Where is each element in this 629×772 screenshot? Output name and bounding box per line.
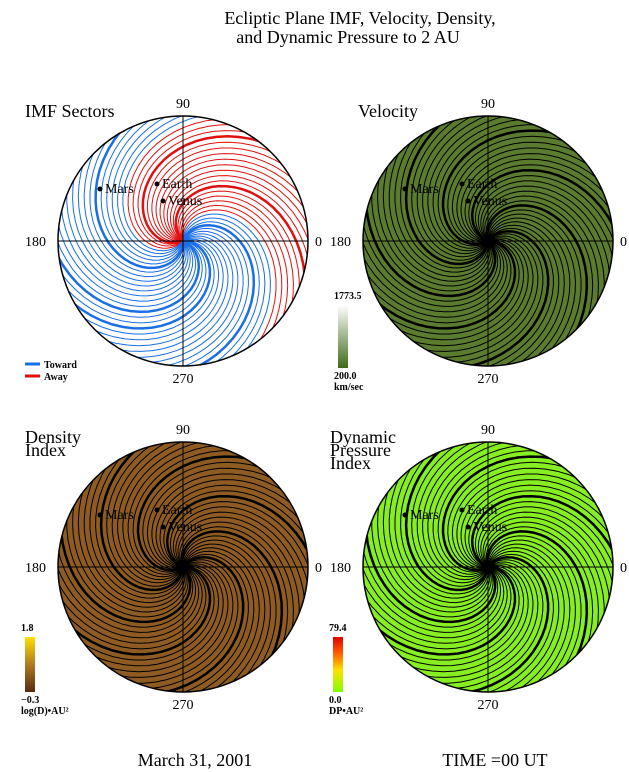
colorbar-min: 200.0 xyxy=(334,371,357,382)
planet-label: Venus xyxy=(168,520,202,535)
legend-label: Away xyxy=(44,372,68,383)
footer-time: TIME =00 UT xyxy=(442,750,547,770)
colorbar-unit: DP•AU² xyxy=(329,706,363,717)
planet-dot xyxy=(98,187,103,192)
panel-title: Index xyxy=(25,440,66,460)
colorbar-unit: km/sec xyxy=(334,382,364,393)
planet-dot xyxy=(403,187,408,192)
angle-label: 270 xyxy=(478,698,499,713)
colorbar-max: 1773.5 xyxy=(334,291,362,302)
planet-label: Venus xyxy=(473,194,507,209)
angle-label: 0 xyxy=(315,235,322,250)
figure: Ecliptic Plane IMF, Velocity, Density, a… xyxy=(0,0,629,772)
planet-label: Mars xyxy=(410,182,439,197)
planet-dot xyxy=(161,199,166,204)
angle-label: 90 xyxy=(176,97,190,112)
angle-label: 0 xyxy=(315,561,322,576)
panel-title: Index xyxy=(330,453,371,473)
planet-dot xyxy=(98,513,103,518)
planet-dot xyxy=(460,182,465,187)
angle-label: 90 xyxy=(176,423,190,438)
planet-label: Venus xyxy=(168,194,202,209)
planet-label: Earth xyxy=(162,177,192,192)
planet-label: Earth xyxy=(162,503,192,518)
title-line: and Dynamic Pressure to 2 AU xyxy=(236,27,459,47)
planet-label: Mars xyxy=(105,182,134,197)
title-line: Ecliptic Plane IMF, Velocity, Density, xyxy=(224,8,495,28)
angle-label: 270 xyxy=(478,372,499,387)
planet-dot xyxy=(466,525,471,530)
planet-label: Earth xyxy=(467,177,497,192)
colorbar-max: 1.8 xyxy=(21,623,34,634)
planet-dot xyxy=(403,513,408,518)
planet-dot xyxy=(161,525,166,530)
angle-label: 270 xyxy=(173,698,194,713)
angle-label: 180 xyxy=(25,561,46,576)
angle-label: 90 xyxy=(481,97,495,112)
planet-label: Mars xyxy=(410,508,439,523)
angle-label: 180 xyxy=(330,235,351,250)
angle-label: 0 xyxy=(620,235,627,250)
colorbar xyxy=(333,637,343,692)
planet-dot xyxy=(155,508,160,513)
colorbar-min: −0.3 xyxy=(21,695,39,706)
angle-label: 270 xyxy=(173,372,194,387)
legend-label: Toward xyxy=(44,360,77,371)
planet-dot xyxy=(460,508,465,513)
angle-label: 180 xyxy=(25,235,46,250)
planet-label: Earth xyxy=(467,503,497,518)
planet-dot xyxy=(466,199,471,204)
colorbar-max: 79.4 xyxy=(329,623,347,634)
panel-title: IMF Sectors xyxy=(25,101,115,121)
panel-title: Velocity xyxy=(358,101,418,121)
angle-label: 0 xyxy=(620,561,627,576)
planet-dot xyxy=(155,182,160,187)
colorbar xyxy=(338,305,348,368)
angle-label: 180 xyxy=(330,561,351,576)
footer-date: March 31, 2001 xyxy=(138,750,252,770)
colorbar xyxy=(25,637,35,692)
colorbar-unit: log(D)•AU² xyxy=(21,706,69,717)
angle-label: 90 xyxy=(481,423,495,438)
planet-label: Venus xyxy=(473,520,507,535)
planet-label: Mars xyxy=(105,508,134,523)
colorbar-min: 0.0 xyxy=(329,695,342,706)
